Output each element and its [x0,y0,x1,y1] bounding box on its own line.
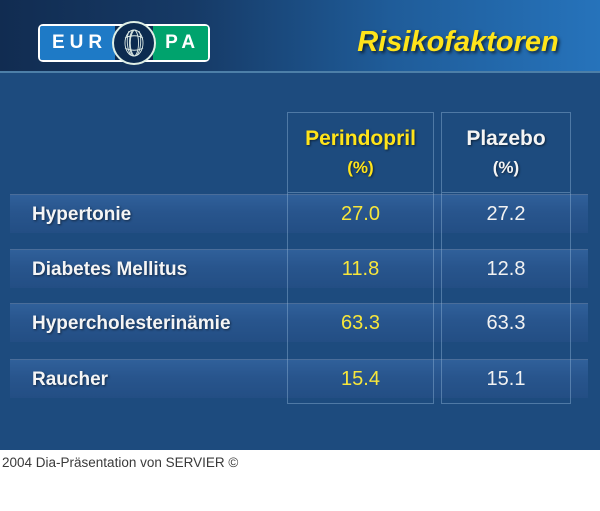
row-value-plazebo: 27.2 [486,203,526,225]
table-row: Raucher 15.4 15.1 [10,359,588,398]
row-value-perindopril: 63.3 [341,312,380,334]
row-label: Raucher [32,369,109,390]
europa-logo-frame: EUR [38,21,211,65]
column-header-perindopril: Perindopril (%) [288,113,433,193]
table-row: Hypertonie 27.0 27.2 [10,194,588,233]
europa-globe-icon [112,21,157,65]
slide-title: Risikofaktoren [357,26,559,58]
column-unit-plazebo: (%) [492,158,520,177]
column-title-plazebo: Plazebo [466,127,546,150]
slide-header-band: EUR [0,0,600,73]
row-value-perindopril: 27.0 [341,203,380,225]
footer-credit: 2004 Dia-Präsentation von SERVIER © [2,455,239,470]
row-label: Hypercholesterinämie [32,313,231,334]
table-row: Hypercholesterinämie 63.3 63.3 [10,303,588,342]
row-label: Hypertonie [32,204,132,225]
europa-logo-text-left: EUR [40,26,116,60]
slide-background: EUR [0,0,600,450]
europa-logo: EUR [38,21,211,65]
row-value-perindopril: 11.8 [341,258,380,280]
europa-logo-text-right: PA [153,26,209,60]
row-value-plazebo: 15.1 [486,368,526,390]
row-label: Diabetes Mellitus [32,259,188,280]
column-unit-perindopril: (%) [347,158,374,177]
table-row: Diabetes Mellitus 11.8 12.8 [10,249,588,288]
column-header-plazebo: Plazebo (%) [442,113,570,193]
row-value-plazebo: 63.3 [486,312,526,334]
column-title-perindopril: Perindopril [305,127,416,150]
row-value-perindopril: 15.4 [341,368,380,390]
row-value-plazebo: 12.8 [486,258,526,280]
